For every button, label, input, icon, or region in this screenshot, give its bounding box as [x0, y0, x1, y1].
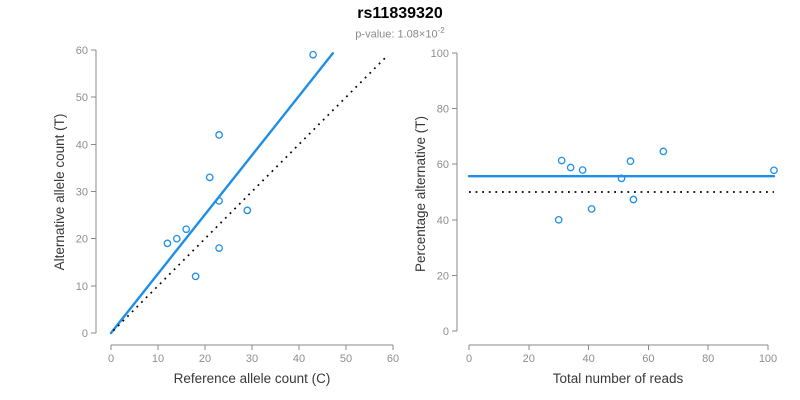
p-value-text: p-value: 1.08×10: [355, 28, 438, 41]
regression-line: [109, 52, 335, 335]
p-value-exponent: -2: [437, 26, 445, 35]
right-panel-axes: 0 20 40 60 80 100 0 20 40 60 80 100: [431, 48, 778, 365]
y-tick-label: 50: [76, 92, 88, 104]
x-tick-label: 20: [199, 353, 211, 365]
percentage-vs-reads-panel: 0 20 40 60 80 100 0 20 40 60 80 100 Total number of…: [413, 48, 778, 386]
y-tick-label: 0: [82, 328, 88, 340]
y-tick-label: 80: [437, 104, 449, 116]
left-x-axis-label: Reference allele count (C): [174, 371, 331, 386]
data-point: [215, 197, 223, 205]
x-tick-label: 0: [108, 353, 114, 365]
x-tick-label: 80: [702, 353, 714, 365]
data-point: [243, 206, 252, 215]
right-panel-marks: [467, 147, 778, 224]
data-point: [566, 163, 575, 172]
p-value-subtitle: p-value: 1.08×10-2: [0, 24, 800, 42]
data-point: [205, 173, 214, 182]
plot-title: rs11839320: [357, 5, 443, 22]
data-point: [309, 50, 317, 59]
data-point: [215, 131, 223, 139]
x-tick-label: 0: [466, 353, 472, 365]
x-tick-label: 60: [642, 353, 654, 365]
data-point: [182, 225, 191, 234]
y-tick-label: 60: [76, 45, 88, 57]
x-tick-label: 40: [582, 353, 594, 365]
data-point: [617, 174, 626, 183]
data-point: [554, 215, 563, 224]
data-point: [626, 157, 635, 165]
right-x-axis-label: Total number of reads: [553, 371, 684, 386]
x-tick-label: 100: [759, 353, 777, 365]
y-tick-label: 20: [437, 270, 449, 282]
x-tick-label: 20: [523, 353, 535, 365]
x-tick-label: 60: [387, 353, 399, 365]
data-point: [770, 166, 778, 175]
data-point: [163, 239, 172, 248]
data-point: [557, 156, 566, 165]
data-point: [578, 166, 587, 174]
x-tick-label: 50: [340, 353, 352, 365]
data-point: [659, 147, 668, 156]
y-tick-label: 10: [76, 281, 88, 293]
allele-count-scatter-panel: 0 10 20 30 40 50 60 0 10 20 30 40 50 60 Reference all…: [52, 45, 399, 386]
y-tick-label: 40: [437, 215, 449, 227]
left-panel-marks: [109, 50, 388, 335]
right-y-axis-label: Percentage alternative (T): [413, 116, 428, 272]
y-tick-label: 100: [431, 48, 449, 60]
left-panel-axes: 0 10 20 30 40 50 60 0 10 20 30 40 50 60: [76, 45, 399, 365]
data-point: [629, 195, 638, 204]
data-point: [191, 272, 200, 281]
data-point: [215, 244, 223, 252]
x-tick-label: 10: [152, 353, 164, 365]
y-tick-label: 60: [437, 159, 449, 171]
y-tick-label: 0: [443, 326, 449, 338]
identity-line: [112, 55, 388, 332]
data-point: [172, 234, 181, 243]
x-tick-label: 40: [293, 353, 305, 365]
data-point: [587, 205, 596, 213]
y-tick-label: 20: [76, 234, 88, 246]
x-tick-label: 30: [246, 353, 258, 365]
left-y-axis-label: Alternative allele count (T): [52, 114, 67, 271]
y-tick-label: 30: [76, 187, 88, 199]
y-tick-label: 40: [76, 139, 88, 151]
figure-header: rs11839320 p-value: 1.08×10-2: [0, 5, 800, 42]
